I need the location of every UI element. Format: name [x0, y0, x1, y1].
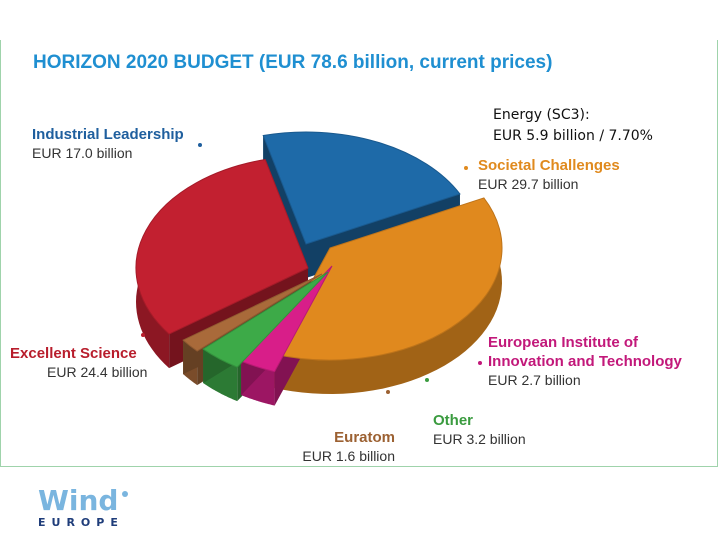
- label-value-european-institute-of-innovation-and-technology: EUR 2.7 billion: [488, 372, 581, 388]
- slice-societal-challenges: [271, 197, 503, 361]
- logo-subtitle: EUROPE: [38, 516, 124, 529]
- label-value-industrial-leadership: EUR 17.0 billion: [32, 145, 132, 161]
- slice-excellent-science: [135, 158, 309, 335]
- label-value-excellent-science: EUR 24.4 billion: [47, 364, 147, 380]
- label-value-euratom: EUR 1.6 billion: [302, 448, 395, 464]
- logo-dot-icon: [122, 491, 128, 497]
- chart-title: HORIZON 2020 BUDGET (EUR 78.6 billion, c…: [33, 52, 552, 73]
- leader-dot-other: [425, 378, 429, 382]
- energy-note-line1: Energy (SC3):: [493, 107, 590, 123]
- energy-note: Energy (SC3): EUR 5.9 billion / 7.70%: [493, 105, 653, 147]
- energy-note-line2: EUR 5.9 billion / 7.70%: [493, 128, 653, 144]
- slice-wall-1: [272, 198, 502, 394]
- leader-dot-european-institute-of-innovation-and-technology: [478, 361, 482, 365]
- label-name-industrial-leadership: Industrial Leadership: [32, 126, 184, 143]
- label-value-other: EUR 3.2 billion: [433, 431, 526, 447]
- wind-europe-logo: Wind EUROPE: [38, 484, 128, 529]
- slice-other: [202, 271, 329, 368]
- label-name-excellent-science: Excellent Science: [10, 345, 137, 362]
- slice-industrial-leadership: [262, 131, 461, 245]
- label-name-european-institute-of-innovation-and-technology: European Institute of: [488, 334, 639, 351]
- label-name-societal-challenges: Societal Challenges: [478, 157, 620, 174]
- slide-frame: [0, 40, 718, 467]
- label-name-other: Other: [433, 412, 473, 429]
- slice-euratom: [182, 273, 323, 352]
- leader-dot-excellent-science: [141, 333, 145, 337]
- label-name-euratom: Euratom: [334, 429, 395, 446]
- leader-dot-societal-challenges: [464, 166, 468, 170]
- label-name-european-institute-of-innovation-and-technology: Innovation and Technology: [488, 353, 683, 370]
- label-value-societal-challenges: EUR 29.7 billion: [478, 176, 578, 192]
- leader-dot-euratom: [386, 390, 390, 394]
- logo-wordmark: Wind: [38, 484, 119, 517]
- leader-dot-industrial-leadership: [198, 143, 202, 147]
